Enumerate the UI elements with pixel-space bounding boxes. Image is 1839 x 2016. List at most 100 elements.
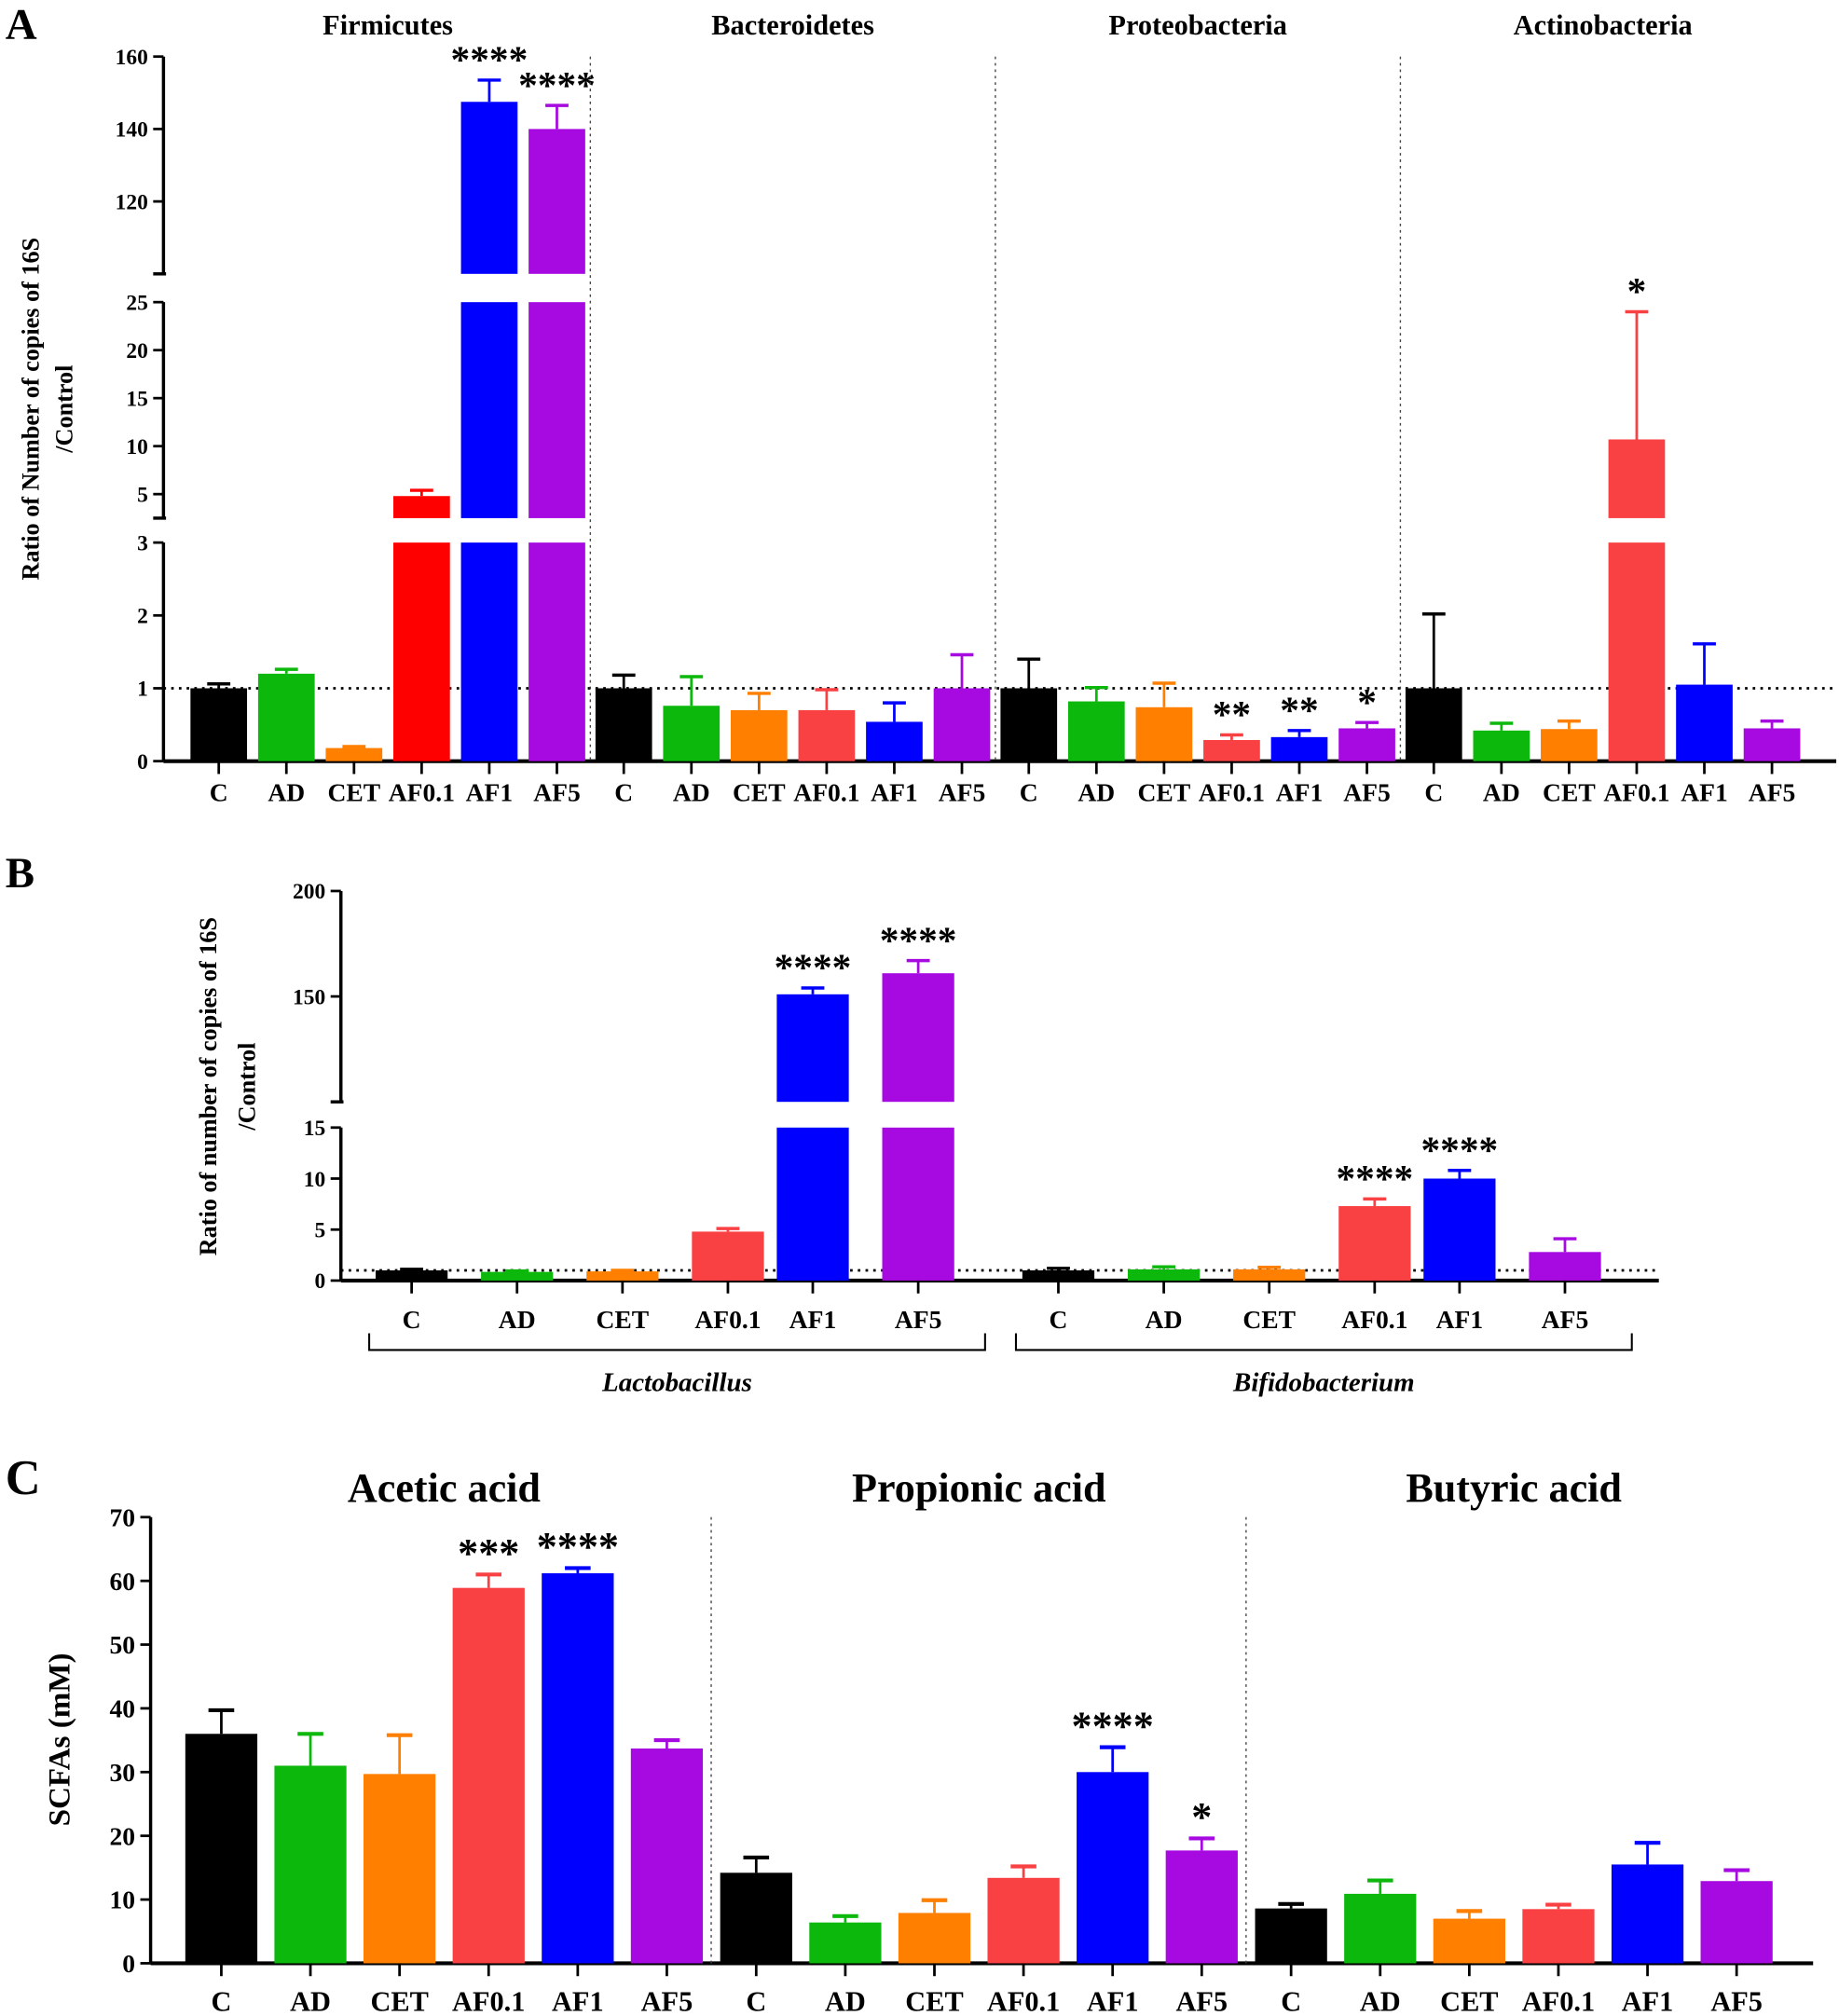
- bar-bifidobacterium-C: [1022, 1270, 1095, 1281]
- bar-firmicutes-AF0.1: [393, 496, 450, 518]
- bar-actinobacteria-C: [1405, 688, 1462, 761]
- bar-bacteroidetes-CET: [730, 709, 788, 761]
- x-tick-label: AF5: [895, 1305, 942, 1334]
- x-tick-label: C: [403, 1305, 421, 1334]
- x-tick-label: CET: [327, 777, 380, 806]
- x-tick-label: CET: [596, 1305, 649, 1334]
- significance-label: **: [1280, 689, 1318, 732]
- x-tick-label: AF1: [552, 1985, 604, 2016]
- x-tick-label: CET: [733, 777, 786, 806]
- significance-label: *: [1627, 269, 1647, 312]
- y-tick-label: 70: [109, 1502, 135, 1531]
- x-tick-label: C: [211, 1985, 231, 2016]
- bar-actinobacteria-CET: [1541, 729, 1598, 761]
- x-tick-label: AF1: [1276, 777, 1324, 806]
- x-tick-label: CET: [1138, 777, 1191, 806]
- y-axis-title: /Control: [50, 365, 77, 454]
- bar-actinobacteria-AF0.1: [1608, 542, 1666, 761]
- bar-bacteroidetes-AD: [663, 706, 721, 761]
- y-tick-label: 15: [304, 1117, 325, 1141]
- bar-actinobacteria-AF5: [1743, 728, 1801, 761]
- x-tick-label: AF1: [1436, 1305, 1484, 1334]
- significance-label: *: [1357, 680, 1377, 723]
- bar-bifidobacterium-AF5: [1529, 1252, 1601, 1281]
- bar-actinobacteria-AF0.1: [1608, 439, 1666, 518]
- x-tick-label: AF0.1: [793, 777, 859, 806]
- x-tick-label: AF5: [1343, 777, 1391, 806]
- group-title: Butyric acid: [1406, 1465, 1622, 1511]
- y-axis-title: Ratio of Number of copies of 16S: [18, 238, 45, 581]
- x-tick-label: AF0.1: [1522, 1985, 1595, 2016]
- bar-bacteroidetes-AF5: [933, 688, 991, 761]
- x-tick-label: AF5: [533, 777, 581, 806]
- significance-label: ****: [451, 38, 528, 81]
- bar-lactobacillus-AF1: [776, 994, 849, 1103]
- x-tick-label: AD: [290, 1985, 331, 2016]
- x-tick-label: AF1: [1087, 1985, 1139, 2016]
- bar-firmicutes-AF5: [528, 129, 585, 274]
- bar-acetic-acid-CET: [364, 1774, 436, 1964]
- x-tick-label: C: [1020, 777, 1038, 806]
- bar-acetic-acid-AF0.1: [452, 1587, 525, 1964]
- x-tick-label: AD: [1483, 777, 1520, 806]
- bar-acetic-acid-C: [185, 1734, 258, 1964]
- bar-butyric-acid-AF5: [1700, 1881, 1773, 1964]
- x-tick-label: CET: [370, 1985, 428, 2016]
- bar-proteobacteria-AF0.1: [1203, 739, 1260, 761]
- x-tick-label: AF5: [641, 1985, 693, 2016]
- x-tick-label: AD: [268, 777, 305, 806]
- bar-firmicutes-AF1: [460, 102, 518, 274]
- significance-label: *: [1191, 1794, 1212, 1840]
- x-tick-label: CET: [1242, 1305, 1296, 1334]
- bar-bifidobacterium-AF1: [1423, 1178, 1496, 1281]
- y-axis-title: /Control: [233, 1043, 260, 1131]
- bar-lactobacillus-AF1: [776, 1127, 849, 1281]
- bar-acetic-acid-AD: [274, 1765, 347, 1964]
- y-tick-label: 3: [137, 531, 148, 555]
- bar-bifidobacterium-AD: [1127, 1269, 1201, 1281]
- bar-bacteroidetes-C: [595, 688, 652, 761]
- bar-proteobacteria-C: [1000, 688, 1058, 761]
- bar-lactobacillus-AF5: [882, 973, 954, 1103]
- bar-butyric-acid-AD: [1344, 1893, 1417, 1964]
- bar-propionic-acid-C: [720, 1872, 792, 1964]
- bar-bacteroidetes-AF1: [866, 721, 923, 761]
- bar-butyric-acid-AF1: [1611, 1864, 1684, 1964]
- y-tick-label: 20: [126, 339, 147, 363]
- x-tick-label: CET: [905, 1985, 963, 2016]
- bar-butyric-acid-C: [1255, 1908, 1327, 1964]
- bar-propionic-acid-AD: [809, 1922, 882, 1964]
- bar-propionic-acid-AF0.1: [987, 1877, 1060, 1964]
- y-tick-label: 15: [126, 387, 147, 411]
- y-tick-label: 5: [137, 483, 148, 507]
- y-tick-label: 30: [109, 1758, 135, 1787]
- bar-lactobacillus-AF5: [882, 1127, 954, 1281]
- x-tick-label: AF1: [1681, 777, 1728, 806]
- y-tick-label: 140: [116, 118, 148, 143]
- significance-label: ****: [880, 918, 957, 961]
- x-tick-label: C: [1281, 1985, 1301, 2016]
- y-axis-title: SCFAs (mM): [44, 1653, 77, 1826]
- x-tick-label: AF5: [1710, 1985, 1763, 2016]
- x-tick-label: AD: [1360, 1985, 1401, 2016]
- panel-label-c: C: [6, 1451, 41, 1505]
- group-title: Bacteroidetes: [711, 9, 874, 41]
- y-tick-label: 0: [314, 1269, 325, 1294]
- x-tick-label: AF1: [466, 777, 514, 806]
- bar-propionic-acid-CET: [898, 1913, 971, 1964]
- bar-firmicutes-AF1: [460, 542, 518, 761]
- bar-bacteroidetes-AF0.1: [798, 709, 856, 761]
- x-tick-label: AD: [499, 1305, 536, 1334]
- y-tick-label: 0: [122, 1949, 135, 1978]
- x-tick-label: C: [1424, 777, 1443, 806]
- bar-firmicutes-CET: [325, 747, 383, 761]
- bar-proteobacteria-AF1: [1270, 736, 1328, 761]
- x-tick-label: AD: [1077, 777, 1115, 806]
- y-tick-label: 0: [137, 750, 148, 775]
- x-tick-label: C: [614, 777, 633, 806]
- bar-lactobacillus-AD: [481, 1271, 554, 1281]
- bar-bifidobacterium-AF0.1: [1338, 1206, 1411, 1281]
- x-tick-label: AF0.1: [1341, 1305, 1407, 1334]
- x-tick-label: AF5: [939, 777, 986, 806]
